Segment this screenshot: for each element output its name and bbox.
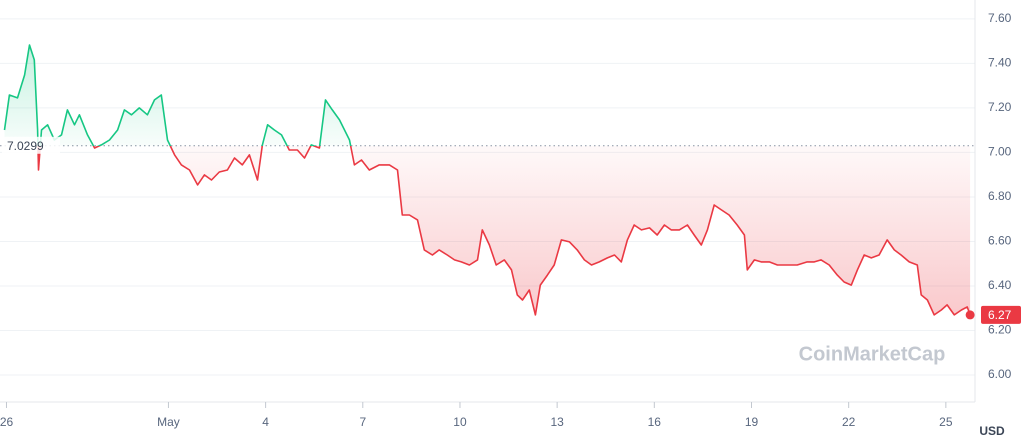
x-tick-label: 26 [0,415,13,429]
y-axis-label: USD [979,424,1005,438]
x-tick-label: 19 [745,415,759,429]
y-tick-label: 6.40 [988,278,1012,292]
area [4,45,971,315]
y-tick-label: 7.00 [988,145,1012,159]
baseline-label-bg [2,136,60,154]
y-tick-label: 7.40 [988,56,1012,70]
y-tick-label: 6.00 [988,367,1012,381]
y-tick-label: 6.20 [988,323,1012,337]
last-point [965,310,975,320]
price-badge-label: 6.27 [988,308,1012,322]
x-tick-label: 7 [359,415,366,429]
price-badge [981,305,1021,324]
watermark: CoinMarketCap [799,343,946,365]
x-tick-label: 13 [550,415,564,429]
baseline-label: 7.0299 [7,139,44,153]
y-tick-label: 7.60 [988,11,1012,25]
x-tick-label: 10 [453,415,467,429]
y-tick-label: 7.20 [988,100,1012,114]
price-line [3,44,971,316]
x-tick-label: 22 [842,415,856,429]
x-tick-label: 25 [939,415,953,429]
x-tick-label: 16 [648,415,662,429]
x-tick-label: May [157,415,180,429]
y-tick-label: 6.80 [988,189,1012,203]
y-tick-label: 6.60 [988,234,1012,248]
x-tick-label: 4 [262,415,269,429]
